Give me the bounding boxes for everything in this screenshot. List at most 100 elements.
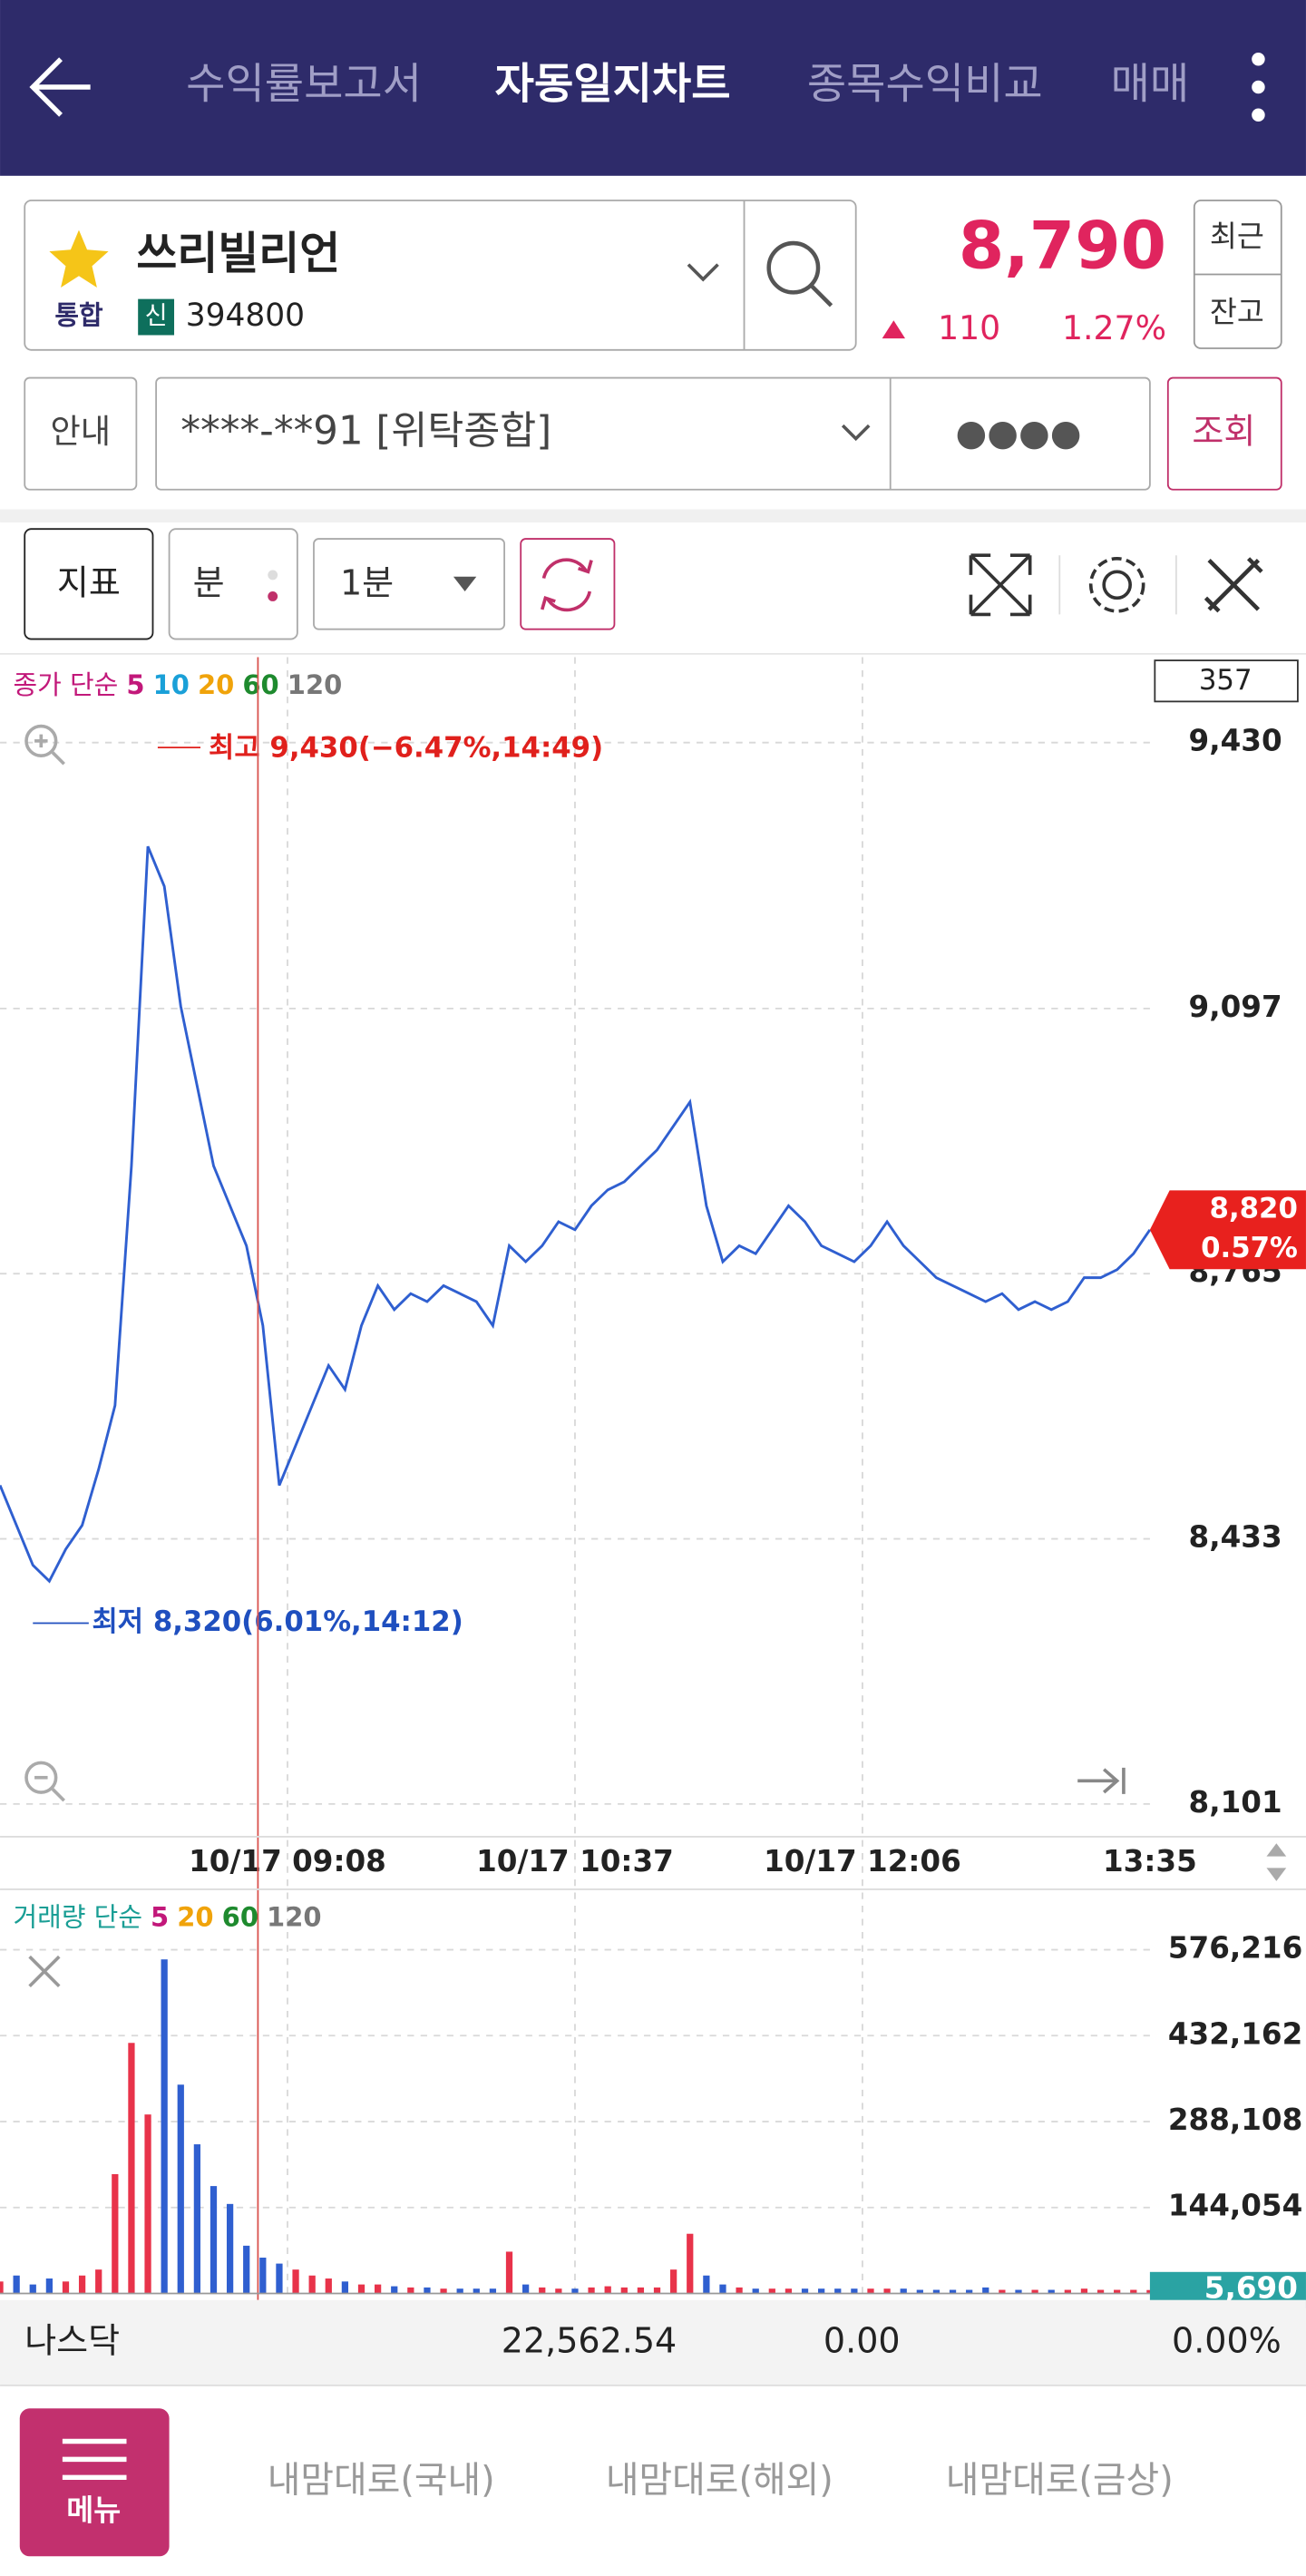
search-button[interactable] <box>766 240 833 307</box>
volume-bar <box>982 2287 989 2294</box>
volume-bar <box>752 2288 759 2294</box>
credit-label: 신 <box>145 302 168 330</box>
volume-bar <box>604 2286 611 2294</box>
menu-label: 메뉴 <box>66 2493 121 2527</box>
current-volume: 5,690 <box>1204 2271 1298 2306</box>
legend-item: 120 <box>288 669 342 700</box>
query-button[interactable] <box>1166 376 1282 491</box>
nav-items: 내맘대로(국내) 내맘대로(해외) 내맘대로(금상) <box>268 2459 1174 2501</box>
y-tick-label: 9,430 <box>1189 724 1282 758</box>
volume-bar <box>1114 2289 1121 2294</box>
volume-bar <box>1130 2289 1137 2294</box>
volume-bar <box>719 2284 726 2294</box>
back-button[interactable] <box>29 57 91 117</box>
volume-bar <box>571 2288 579 2294</box>
volume-bar <box>374 2284 382 2294</box>
recent-button[interactable]: 최근 <box>1210 220 1264 254</box>
y-tick-label: 9,097 <box>1189 990 1282 1024</box>
current-price: 8,790 <box>959 208 1166 284</box>
legend-item: 20 <box>198 669 234 700</box>
volume-bar <box>161 1959 168 2294</box>
high-note: 최고 9,430(−6.47%,14:49) <box>209 731 603 764</box>
nav-item[interactable]: 내맘대로(금상) <box>946 2459 1174 2501</box>
volume-bar <box>522 2284 530 2294</box>
tab[interactable]: 종목수익비교 <box>807 59 1043 109</box>
period-button[interactable] <box>168 528 298 640</box>
volume-bar <box>555 2288 562 2294</box>
tab[interactable]: 자동일지차트 <box>495 59 731 109</box>
volume-bar <box>916 2289 923 2294</box>
account-number: ****-**91 [위탁종합] <box>180 409 551 454</box>
y-tick-label: 8,101 <box>1189 1785 1282 1820</box>
volume-bar <box>620 2287 628 2294</box>
current-price: 8,820 <box>1210 1193 1298 1225</box>
volume-bar <box>95 2269 102 2294</box>
x-tick-label: 10/17 12:06 <box>764 1844 961 1878</box>
volume-bar <box>1064 2289 1071 2294</box>
volume-bar <box>128 2043 135 2294</box>
volume-bar <box>867 2288 874 2294</box>
guide-button[interactable] <box>24 376 138 491</box>
volume-bar <box>1080 2288 1088 2294</box>
settings-button[interactable] <box>1088 557 1145 613</box>
y-tick-label: 288,108 <box>1168 2103 1302 2137</box>
volume-bar <box>78 2275 86 2294</box>
header-bar <box>0 0 1306 176</box>
interval-select[interactable] <box>313 538 505 630</box>
price-line <box>0 845 1152 1584</box>
y-tick-label: 8,433 <box>1189 1520 1282 1555</box>
zoom-in[interactable] <box>24 724 65 766</box>
balance-button[interactable]: 잔고 <box>1210 295 1264 329</box>
indicator-button[interactable] <box>24 528 154 640</box>
refresh-button[interactable] <box>520 538 616 630</box>
low-note: 최저 8,320(6.01%,14:12) <box>92 1605 463 1638</box>
axis-toggle[interactable] <box>1266 1843 1287 1881</box>
menu-button[interactable] <box>19 2408 170 2557</box>
volume-bar <box>818 2288 825 2294</box>
ticker-change: 0.00 <box>824 2320 901 2360</box>
separator <box>0 509 1306 522</box>
volume-bar <box>45 2278 53 2294</box>
volume-bar <box>292 2269 299 2294</box>
volume-bar <box>440 2288 447 2294</box>
counter: 357 <box>1199 664 1252 697</box>
dropdown-icon[interactable] <box>687 263 719 282</box>
volume-bar <box>1096 2289 1105 2294</box>
ticker-rate: 0.00% <box>1172 2320 1282 2360</box>
stock-box[interactable] <box>24 200 857 351</box>
volume-bar <box>588 2287 595 2294</box>
account-select[interactable] <box>155 376 1151 491</box>
favorite-star[interactable] <box>49 229 109 288</box>
ticker-bar <box>0 2299 1306 2386</box>
close-volume[interactable] <box>28 1955 61 1988</box>
volume-bar <box>13 2275 20 2294</box>
y-tick-label: 144,054 <box>1168 2189 1302 2223</box>
legend-item: 60 <box>242 669 278 700</box>
stock-name: 쓰리빌리언 <box>136 228 340 279</box>
volume-bar <box>637 2287 645 2294</box>
current-rate: 0.57% <box>1201 1232 1298 1264</box>
volume-bar <box>966 2289 973 2294</box>
password-field[interactable]: ●●●● <box>955 412 1081 454</box>
volume-bar <box>456 2288 463 2294</box>
nav-item[interactable]: 내맘대로(국내) <box>268 2459 495 2501</box>
tab[interactable]: 매매 <box>1111 59 1190 109</box>
volume-bar <box>112 2173 119 2294</box>
volume-bar <box>489 2288 497 2294</box>
dropdown-icon[interactable] <box>841 424 871 442</box>
y-tick-label: 576,216 <box>1168 1931 1302 1966</box>
volume-bar <box>932 2289 941 2294</box>
tools-button[interactable] <box>1204 557 1263 613</box>
fullscreen-button[interactable] <box>969 553 1032 617</box>
scroll-end[interactable] <box>1077 1767 1126 1794</box>
more-menu[interactable] <box>1252 52 1265 122</box>
nav-item[interactable]: 내맘대로(해외) <box>606 2459 833 2501</box>
zoom-out[interactable] <box>24 1761 65 1802</box>
volume-bar <box>703 2275 710 2294</box>
volume-bar <box>177 2084 184 2294</box>
x-tick-label: 10/17 10:37 <box>476 1844 674 1878</box>
volume-bar <box>687 2233 694 2294</box>
indicator-label: 지표 <box>57 562 121 602</box>
tab[interactable]: 수익률보고서 <box>186 59 422 109</box>
